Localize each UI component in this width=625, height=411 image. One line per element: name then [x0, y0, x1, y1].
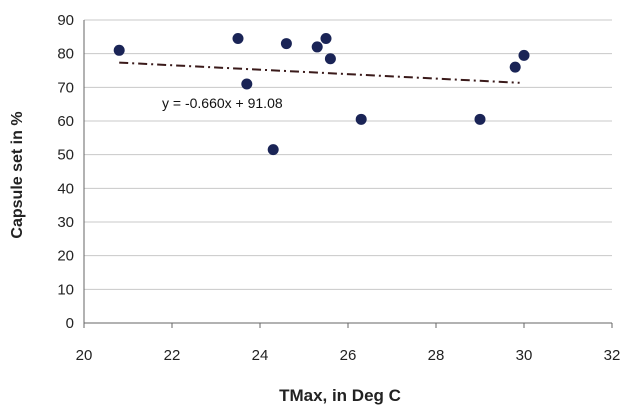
data-point [355, 113, 367, 125]
data-point [113, 44, 125, 56]
y-tick-label: 50 [57, 147, 74, 164]
data-point [267, 144, 279, 156]
x-tick-label: 30 [516, 347, 533, 364]
data-point [474, 113, 486, 125]
trendline-equation: y = -0.660x + 91.08 [162, 95, 283, 111]
x-tick-label: 28 [428, 347, 445, 364]
data-points [113, 33, 530, 156]
y-axis-title: Capsule set in % [9, 111, 26, 238]
x-tick-label: 24 [252, 347, 269, 364]
y-tick-label: 10 [57, 281, 74, 298]
y-tick-label: 90 [57, 12, 74, 29]
x-tick-label: 32 [604, 347, 621, 364]
x-tick-label: 22 [164, 347, 181, 364]
y-tick-label: 80 [57, 46, 74, 63]
gridlines [84, 19, 612, 290]
x-axis-title: TMax, in Deg C [279, 386, 401, 405]
data-point [320, 33, 332, 45]
y-tick-labels: 0 10 20 30 40 50 60 70 80 90 [57, 12, 74, 332]
y-tick-label: 20 [57, 248, 74, 265]
data-point [324, 53, 336, 65]
y-tick-label: 60 [57, 113, 74, 130]
x-tick-label: 26 [340, 347, 357, 364]
x-tick-labels: 20 22 24 26 28 30 32 [76, 347, 621, 364]
data-point [311, 41, 323, 53]
trendline-path [119, 61, 520, 84]
trendline [119, 61, 520, 84]
y-tick-label: 0 [66, 315, 74, 332]
y-tick-label: 30 [57, 214, 74, 231]
y-tick-label: 70 [57, 79, 74, 96]
x-tick-label: 20 [76, 347, 93, 364]
data-point [232, 33, 244, 45]
data-point [280, 38, 292, 50]
data-point [241, 78, 253, 90]
data-point [518, 49, 530, 61]
data-point [509, 61, 521, 73]
axes [83, 20, 613, 328]
y-tick-label: 40 [57, 180, 74, 197]
